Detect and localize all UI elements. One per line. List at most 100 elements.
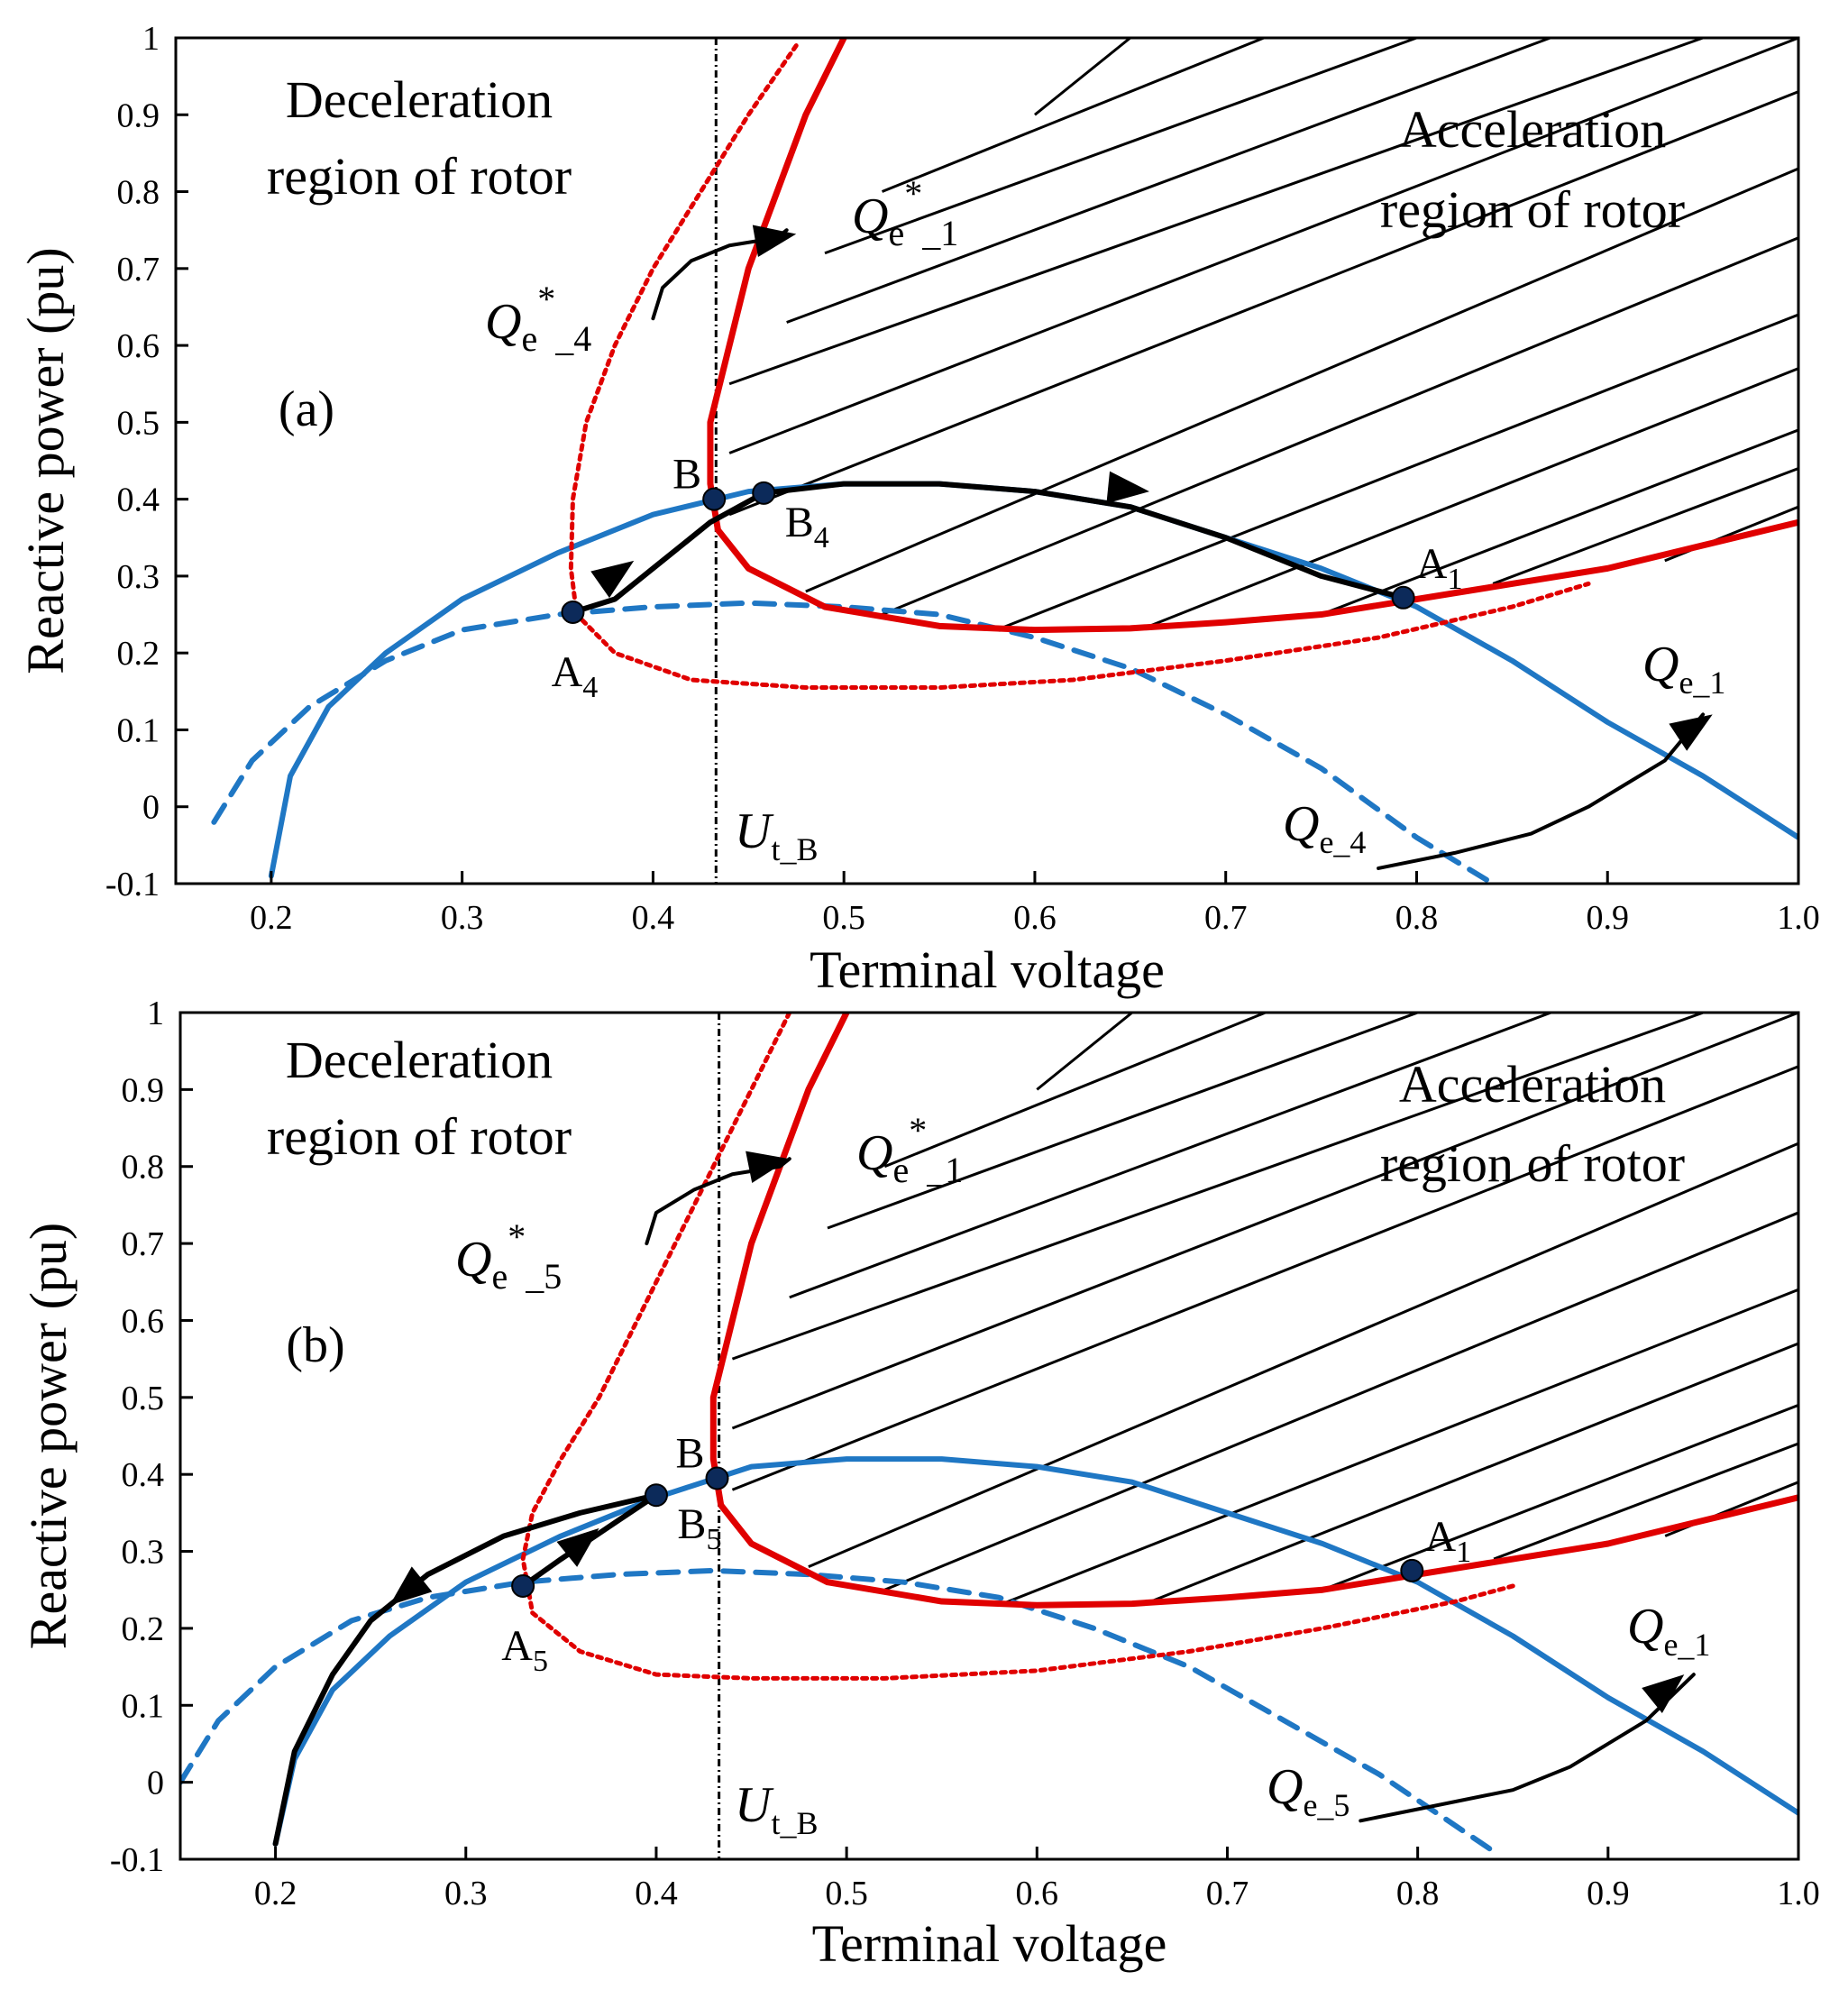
point-a1 <box>1400 1558 1424 1582</box>
hatch-line <box>1150 1342 1798 1603</box>
label-qe-1: Qe_1 <box>1642 637 1725 701</box>
arrowhead <box>752 225 797 258</box>
x-axis-title: Terminal voltage <box>810 940 1165 999</box>
plot-frame <box>178 1011 1800 1861</box>
x-tick-label: 0.2 <box>254 1875 297 1912</box>
point-b <box>705 1466 729 1490</box>
series-arrow-qe1 <box>1377 712 1706 870</box>
y-tick-label: 1 <box>147 995 164 1032</box>
point-ak <box>511 1573 535 1598</box>
label-point-a1: A1 <box>1424 1513 1471 1569</box>
arrowhead <box>556 1527 599 1567</box>
y-tick-label: 0 <box>147 1765 164 1802</box>
y-tick-label: 0.1 <box>117 711 160 749</box>
label-ut-b: Ut_B <box>735 1777 818 1841</box>
y-tick-label: 0.4 <box>117 481 160 519</box>
y-tick-label: 0.9 <box>122 1071 165 1109</box>
hatch-line <box>728 38 1798 454</box>
y-tick-label: 0.9 <box>117 96 160 134</box>
acceleration-label-line2: region of rotor <box>1380 1134 1685 1193</box>
y-tick-label: 0.4 <box>122 1456 165 1494</box>
label-point-b: B <box>676 1429 705 1477</box>
deceleration-label-line2: region of rotor <box>267 147 572 206</box>
arrowhead <box>746 1151 790 1183</box>
y-tick-label: 0.6 <box>122 1302 165 1340</box>
deceleration-label-line2: region of rotor <box>267 1107 572 1166</box>
series-trajectory2 <box>272 1492 659 1847</box>
label-point-a1: A1 <box>1416 540 1463 596</box>
hatch-line <box>731 1013 1798 1430</box>
x-axis-title: Terminal voltage <box>812 1914 1167 1973</box>
series-qe-star-1 <box>709 1013 1798 1609</box>
hatch-line <box>1034 38 1131 116</box>
x-tick-label: 0.9 <box>1587 1875 1630 1912</box>
label-qe-star-1: Qe*_1 <box>856 1110 963 1190</box>
acceleration-label-line2: region of rotor <box>1380 180 1685 239</box>
x-tick-label: 0.9 <box>1586 899 1629 937</box>
x-tick-label: 0.8 <box>1395 899 1439 937</box>
deceleration-label-line1: Deceleration <box>286 70 553 129</box>
y-tick-label: 0.5 <box>117 404 160 442</box>
hatch-line <box>1148 367 1798 628</box>
x-tick-label: 0.4 <box>635 1875 678 1912</box>
label-qe-k: Qe_5 <box>1267 1759 1349 1823</box>
plot-area <box>211 38 1798 884</box>
y-tick-label: 0.1 <box>122 1687 165 1725</box>
x-tick-label: 0.6 <box>1016 1875 1059 1912</box>
hatch-line <box>883 1211 1798 1591</box>
point-ak <box>561 600 585 624</box>
hatch-line <box>1322 1403 1798 1591</box>
x-tick-label: 0.2 <box>250 899 293 937</box>
hatch-line <box>998 1288 1798 1607</box>
y-tick-label: 0.8 <box>122 1149 165 1187</box>
y-axis-title: Reactive power (pu) <box>19 1223 78 1649</box>
hatch-line <box>881 38 1265 193</box>
hatch-line <box>786 38 1551 324</box>
hatch-line <box>996 313 1798 631</box>
y-tick-label: 0.6 <box>117 327 160 365</box>
plot-frame <box>174 36 1800 885</box>
series-qe-1 <box>272 1456 1798 1847</box>
point-b <box>702 487 727 511</box>
x-tick-label: 0.4 <box>632 899 675 937</box>
y-tick-label: 0.3 <box>122 1534 165 1572</box>
arrowhead <box>1106 471 1149 504</box>
point-bk <box>752 481 776 505</box>
point-a1 <box>1391 585 1415 610</box>
label-qe-star-k: Qe*_4 <box>485 279 591 359</box>
label-qe-1: Qe_1 <box>1627 1599 1710 1663</box>
hatch-line <box>1493 1442 1798 1561</box>
series-arrow-qestar1 <box>645 1157 791 1246</box>
series-arrow-qe1 <box>1359 1673 1696 1823</box>
x-tick-label: 0.6 <box>1013 899 1057 937</box>
arrowhead <box>1669 714 1713 751</box>
y-tick-label: -0.1 <box>110 1841 164 1879</box>
y-tick-label: 0 <box>142 789 160 827</box>
x-tick-label: 0.3 <box>441 899 484 937</box>
label-qe-k: Qe_4 <box>1283 796 1366 860</box>
series-qe-k <box>180 1567 1497 1855</box>
x-tick-label: 0.7 <box>1204 899 1248 937</box>
acceleration-label-line1: Acceleration <box>1399 1055 1666 1114</box>
acceleration-label-line1: Acceleration <box>1399 100 1666 159</box>
hatch-line <box>881 236 1798 616</box>
panel-label: (b) <box>286 1317 344 1373</box>
hatch-line <box>824 38 1417 255</box>
x-tick-label: 0.5 <box>825 1875 868 1912</box>
point-bk <box>644 1483 668 1508</box>
x-tick-label: 1.0 <box>1777 1875 1820 1912</box>
deceleration-label-line1: Deceleration <box>286 1031 553 1089</box>
y-tick-label: 1 <box>142 20 160 58</box>
hatch-line <box>731 1065 1798 1491</box>
hatch-line <box>728 90 1798 517</box>
series-qe-star-1 <box>707 38 1798 634</box>
hatch-line <box>731 1013 1704 1361</box>
label-point-b: B <box>672 451 701 499</box>
label-point-ak: A5 <box>501 1622 548 1678</box>
y-tick-label: 0.5 <box>122 1380 165 1417</box>
y-tick-label: -0.1 <box>105 866 160 903</box>
label-point-ak: A4 <box>552 648 599 704</box>
panel-a: 0.2 0.3 0.4 0.5 0.6 0.7 0.8 0.9 1.0 1 0.9 0.8 0.7 0.6… <box>16 20 1820 999</box>
y-tick-label: 0.2 <box>122 1610 165 1648</box>
